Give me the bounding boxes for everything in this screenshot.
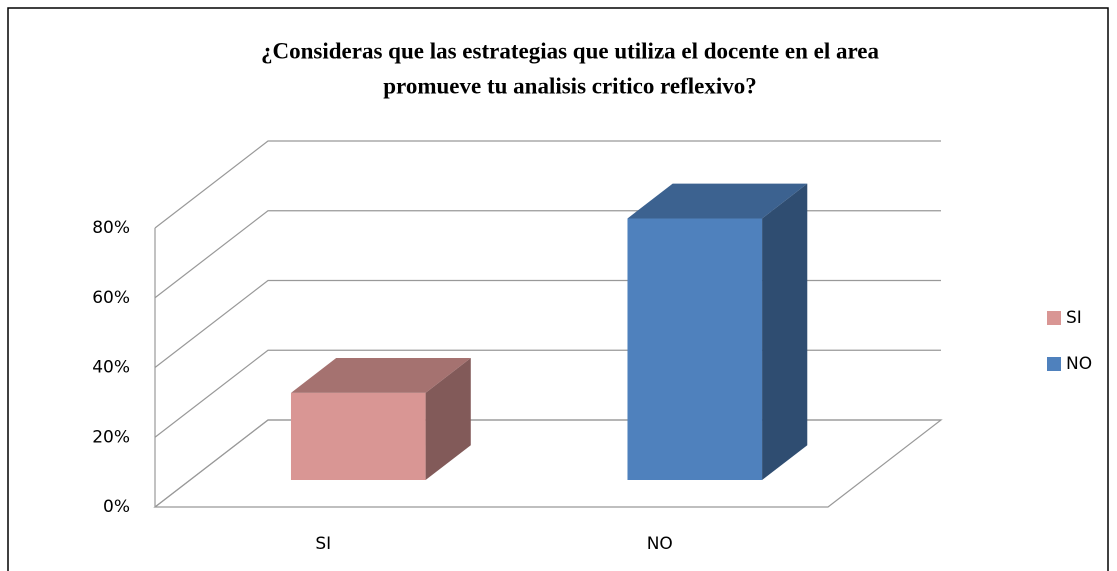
bar: [627, 183, 808, 481]
legend-label: SI: [1066, 308, 1082, 328]
bar-side: [762, 183, 808, 481]
chart-title: ¿Consideras que las estrategias que util…: [261, 38, 879, 63]
y-tick-label: 0%: [103, 497, 130, 517]
chart-border: [7, 7, 1109, 571]
bar-side: [425, 358, 471, 481]
x-tick-label: SI: [315, 534, 331, 554]
bar-top: [290, 358, 471, 393]
grid-line: [154, 140, 941, 229]
x-tick-label: NO: [647, 534, 673, 554]
bar-top: [627, 183, 808, 219]
y-tick-label: 20%: [92, 427, 130, 447]
y-tick-label: 60%: [92, 288, 130, 308]
y-tick-label: 40%: [92, 358, 130, 378]
chart-title: promueve tu analisis critico reflexivo?: [383, 73, 756, 98]
y-tick-label: 80%: [92, 218, 130, 238]
legend-label: NO: [1066, 354, 1092, 374]
bar: [290, 358, 471, 481]
legend-swatch: [1047, 357, 1061, 371]
legend-swatch: [1047, 311, 1061, 325]
bar-front: [290, 392, 426, 481]
bar-front: [627, 218, 763, 481]
